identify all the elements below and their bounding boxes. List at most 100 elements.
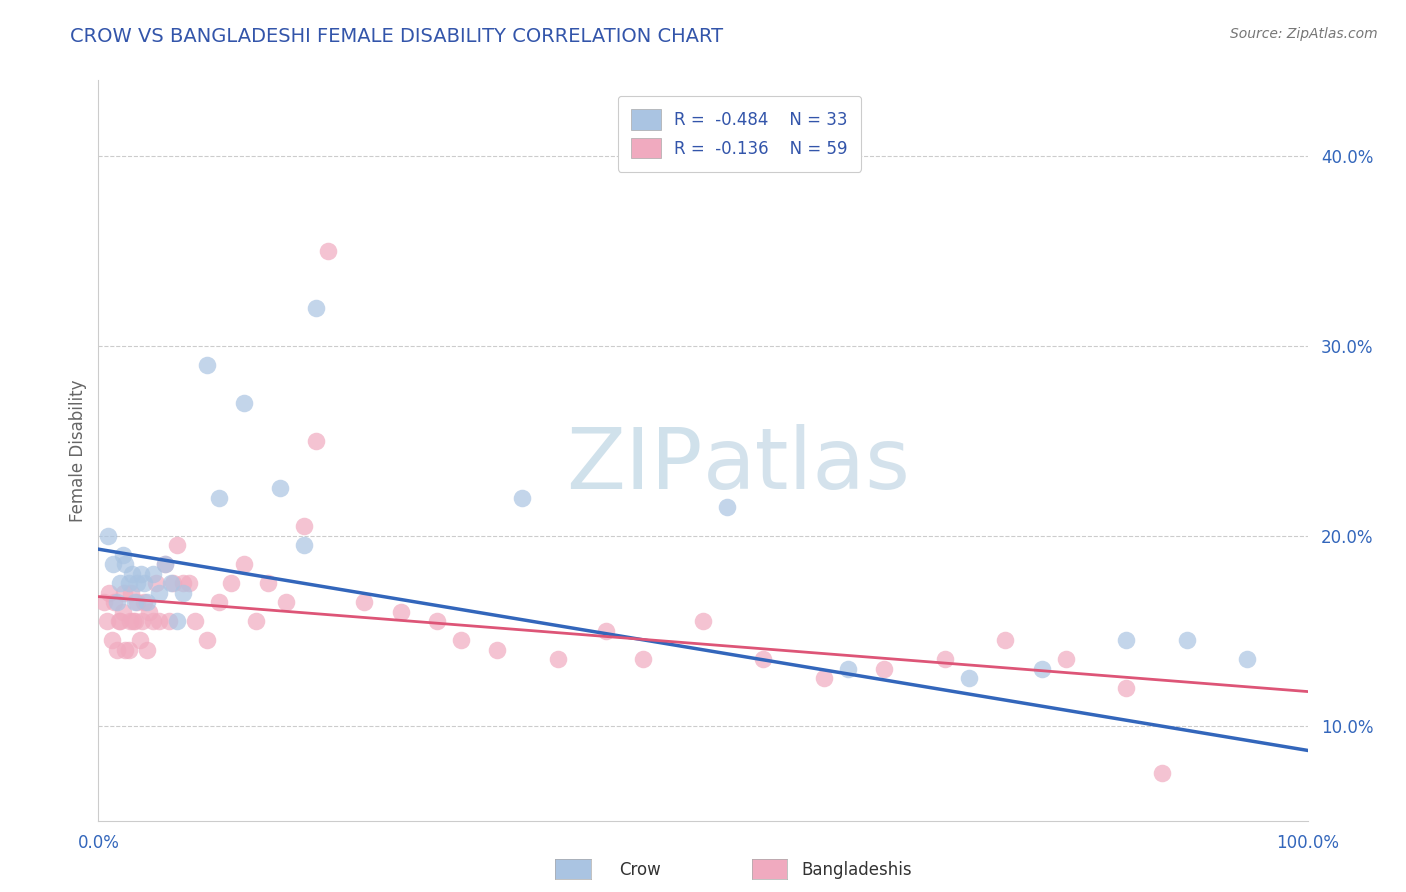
Point [631,652,654,666]
Point [111,548,134,562]
Point [111,605,134,619]
Point [353,595,375,609]
Text: Bangladeshis: Bangladeshis [801,861,912,879]
Point [232,558,254,572]
Point [145,576,167,591]
Point [105,595,128,609]
Point [134,595,156,609]
Point [153,558,176,572]
Point [153,558,176,572]
Point [114,558,136,572]
Point [108,615,131,629]
Point [128,633,150,648]
Point [101,558,124,572]
Point [292,519,315,533]
Point [157,615,180,629]
Point [103,595,125,609]
Point [208,491,231,505]
Point [1152,766,1174,780]
Point [166,615,188,629]
Point [1236,652,1258,666]
Point [120,586,142,600]
Point [127,576,149,591]
Point [510,491,533,505]
Point [245,615,267,629]
Text: CROW VS BANGLADESHI FEMALE DISABILITY CORRELATION CHART: CROW VS BANGLADESHI FEMALE DISABILITY CO… [70,27,724,45]
Point [129,566,152,581]
Point [813,671,835,685]
Point [112,586,135,600]
Point [142,566,165,581]
Y-axis label: Female Disability: Female Disability [69,379,87,522]
Point [292,538,315,552]
Point [142,615,165,629]
Point [752,652,775,666]
Point [208,595,231,609]
Legend: R =  -0.484    N = 33, R =  -0.136    N = 59: R = -0.484 N = 33, R = -0.136 N = 59 [617,96,860,171]
Point [162,576,184,591]
Point [118,615,141,629]
Point [166,538,188,552]
Point [134,576,156,591]
Point [389,605,412,619]
Point [105,642,128,657]
Text: Crow: Crow [619,861,661,879]
Point [316,244,339,259]
Point [118,642,141,657]
Point [1115,681,1137,695]
Point [108,576,131,591]
Point [274,595,297,609]
Point [96,615,118,629]
Point [595,624,617,638]
Point [957,671,980,685]
Point [232,396,254,410]
Point [122,615,145,629]
Point [179,576,201,591]
Point [305,434,328,448]
Point [93,595,115,609]
Point [160,576,183,591]
Point [426,615,449,629]
Point [195,633,218,648]
Point [934,652,956,666]
Point [138,605,160,619]
Point [97,529,120,543]
Point [114,642,136,657]
Text: ZIP: ZIP [567,424,703,507]
Point [121,566,143,581]
Point [100,633,122,648]
Point [98,586,121,600]
Point [994,633,1017,648]
Point [716,500,738,515]
Point [873,662,896,676]
Point [450,633,472,648]
Point [837,662,859,676]
Point [1031,662,1053,676]
Point [305,301,328,315]
Point [135,595,157,609]
Point [195,358,218,372]
Point [1175,633,1198,648]
Point [131,615,153,629]
Point [1054,652,1077,666]
Point [256,576,278,591]
Point [486,642,509,657]
Point [118,576,141,591]
Point [127,595,149,609]
Point [124,595,146,609]
Text: Source: ZipAtlas.com: Source: ZipAtlas.com [1230,27,1378,41]
Point [221,576,243,591]
Point [108,615,131,629]
Point [1115,633,1137,648]
Point [124,615,146,629]
Point [148,586,170,600]
Point [135,642,157,657]
Point [692,615,714,629]
Point [184,615,207,629]
Point [172,576,194,591]
Point [172,586,194,600]
Point [269,482,291,496]
Text: atlas: atlas [703,424,911,507]
Point [148,615,170,629]
Point [547,652,569,666]
